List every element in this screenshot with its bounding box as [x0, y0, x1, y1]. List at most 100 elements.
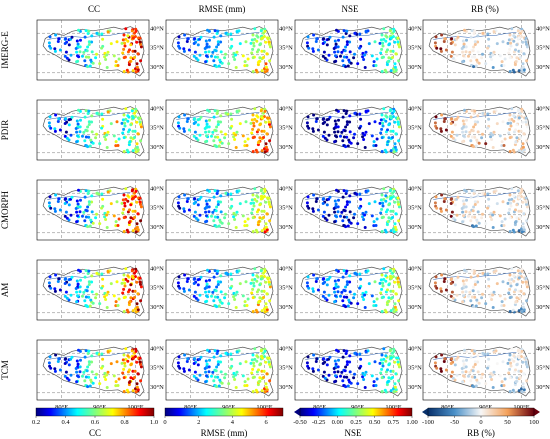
station-marker	[122, 47, 126, 51]
station-marker	[233, 378, 237, 381]
colorbar-tick-label: 50	[504, 419, 511, 426]
station-marker	[327, 293, 331, 297]
station-marker	[114, 380, 118, 384]
station-marker	[243, 220, 247, 224]
station-marker	[214, 369, 218, 373]
station-marker	[307, 366, 311, 370]
station-marker	[510, 357, 514, 361]
station-marker	[476, 194, 480, 198]
station-marker	[123, 121, 127, 125]
station-marker	[383, 148, 387, 152]
station-marker	[234, 293, 238, 297]
station-marker	[258, 123, 262, 127]
station-marker	[243, 380, 247, 384]
station-marker	[196, 203, 200, 207]
station-marker	[178, 206, 182, 210]
station-marker	[469, 139, 473, 143]
station-marker	[126, 34, 130, 38]
station-marker	[256, 383, 260, 387]
station-marker	[487, 277, 491, 281]
station-marker	[393, 360, 397, 364]
station-marker	[258, 203, 262, 207]
station-marker	[352, 216, 356, 220]
station-marker	[204, 140, 208, 144]
station-marker	[262, 136, 265, 139]
station-marker	[177, 355, 181, 359]
station-marker	[521, 360, 525, 364]
station-marker	[332, 367, 336, 370]
station-marker	[85, 369, 89, 373]
station-marker	[462, 362, 466, 366]
station-marker	[56, 200, 60, 203]
station-marker	[105, 306, 109, 309]
station-marker	[345, 375, 349, 379]
station-marker	[486, 206, 490, 210]
station-marker	[487, 37, 491, 41]
station-marker	[216, 203, 220, 206]
station-marker	[335, 348, 338, 352]
station-marker	[442, 200, 446, 203]
station-marker	[70, 195, 74, 199]
station-marker	[212, 139, 216, 143]
station-marker	[65, 216, 69, 220]
station-marker	[465, 38, 468, 42]
station-marker	[522, 292, 526, 296]
station-marker	[362, 138, 366, 141]
station-marker	[219, 210, 223, 214]
station-marker	[444, 48, 448, 52]
station-marker	[131, 129, 135, 133]
station-marker	[194, 56, 198, 60]
station-marker	[486, 192, 490, 196]
station-marker	[363, 386, 367, 389]
longitude-tick-label: 100°E	[385, 404, 401, 411]
station-marker	[47, 201, 51, 205]
station-marker	[267, 196, 271, 200]
station-marker	[56, 120, 60, 123]
station-marker	[516, 29, 520, 33]
station-marker	[114, 224, 118, 228]
station-marker	[380, 33, 384, 37]
station-marker	[472, 192, 476, 195]
station-marker	[98, 222, 102, 226]
station-marker	[328, 35, 332, 39]
station-marker	[121, 198, 125, 202]
station-marker	[311, 289, 315, 293]
station-marker	[337, 38, 340, 42]
station-marker	[345, 120, 349, 124]
station-marker	[219, 34, 223, 38]
station-marker	[90, 200, 94, 204]
station-marker	[252, 44, 256, 48]
station-marker	[255, 279, 259, 283]
station-marker	[337, 278, 340, 282]
station-marker	[100, 352, 104, 356]
station-marker	[128, 368, 131, 372]
station-marker	[490, 378, 494, 381]
station-marker	[348, 290, 352, 294]
station-marker	[204, 50, 208, 54]
station-marker	[464, 285, 468, 289]
latitude-tick-label: 35°N	[150, 125, 164, 132]
station-marker	[67, 43, 71, 47]
station-marker	[75, 39, 79, 43]
station-marker	[481, 292, 484, 296]
station-marker	[74, 207, 78, 210]
station-marker	[77, 268, 80, 272]
station-marker	[519, 56, 522, 59]
station-marker	[364, 190, 368, 194]
station-marker	[514, 140, 518, 144]
station-marker	[77, 188, 80, 192]
station-marker	[49, 46, 53, 50]
colorbar-gradient	[299, 407, 413, 417]
station-marker	[342, 135, 346, 139]
station-marker	[500, 384, 504, 388]
station-marker	[469, 115, 473, 119]
station-marker	[392, 230, 396, 234]
station-marker	[94, 376, 98, 380]
station-marker	[192, 282, 196, 285]
latitude-tick-label: 40°N	[536, 185, 550, 192]
station-marker	[187, 128, 191, 132]
station-marker	[249, 41, 253, 45]
station-marker	[305, 121, 309, 125]
station-marker	[473, 283, 477, 286]
station-marker	[139, 139, 143, 143]
